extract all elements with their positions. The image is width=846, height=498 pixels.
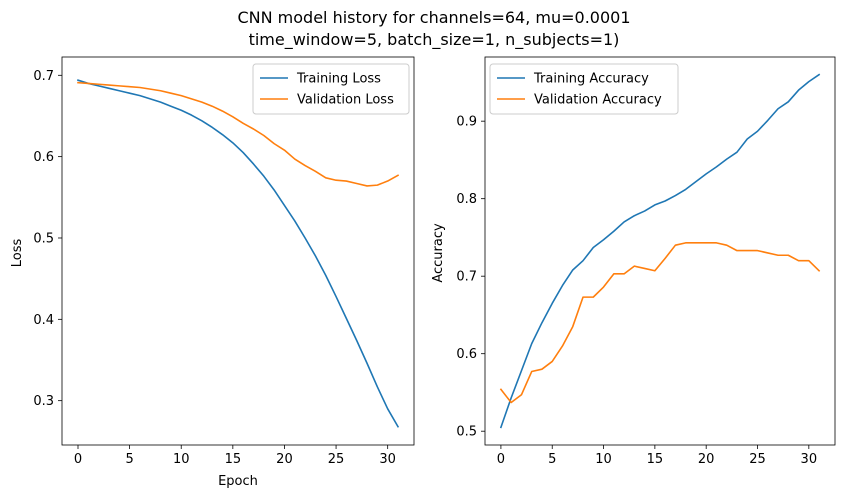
loss-x-tick-label: 15	[225, 452, 242, 467]
loss-x-tick-label: 30	[379, 452, 396, 467]
accuracy-x-tick-label: 15	[647, 452, 664, 467]
accuracy-y-tick-label: 0.7	[456, 270, 477, 285]
loss-y-tick-label: 0.5	[33, 231, 54, 246]
accuracy-axes-frame	[484, 56, 836, 446]
accuracy-x-tick-label: 0	[497, 452, 505, 467]
loss-y-tick-label: 0.6	[33, 150, 54, 165]
loss-x-tick-label: 10	[173, 452, 190, 467]
loss-legend: Training Loss Validation Loss	[252, 63, 410, 115]
training-accuracy-line	[499, 73, 821, 429]
loss-x-tick-label: 0	[74, 452, 82, 467]
accuracy-legend-box	[489, 63, 679, 115]
loss-y-tick-label: 0.3	[33, 394, 54, 409]
accuracy-x-tick-label: 5	[548, 452, 556, 467]
training-loss-legend-label: Training Loss	[296, 72, 381, 87]
loss-axes-frame	[61, 56, 415, 446]
accuracy-y-axis-label: Accuracy	[431, 223, 446, 283]
loss-x-tick-label: 5	[125, 452, 133, 467]
validation-accuracy-line	[499, 242, 821, 404]
loss-y-tick-label: 0.4	[33, 313, 54, 328]
loss-x-tick-label: 25	[328, 452, 345, 467]
figure-title-line-2: time_window=5, batch_size=1, n_subjects=…	[249, 30, 620, 50]
accuracy-y-tick-label: 0.9	[456, 115, 477, 130]
accuracy-chart-panel: Accuracy 0 5 10 15 20 25 30 0.5 0.6 0.7 0.8 0.9 Trai…	[431, 56, 836, 467]
loss-x-axis-label: Epoch	[218, 474, 258, 489]
validation-accuracy-legend-label: Validation Accuracy	[534, 93, 662, 108]
accuracy-x-tick-label: 30	[801, 452, 818, 467]
loss-legend-box	[252, 63, 410, 115]
accuracy-x-tick-label: 25	[749, 452, 766, 467]
accuracy-y-tick-label: 0.6	[456, 347, 477, 362]
training-loss-line	[76, 79, 400, 428]
loss-x-tick-label: 20	[276, 452, 293, 467]
training-accuracy-legend-label: Training Accuracy	[533, 72, 649, 87]
loss-y-tick-label: 0.7	[33, 69, 54, 84]
accuracy-x-tick-label: 20	[698, 452, 715, 467]
validation-loss-legend-label: Validation Loss	[297, 93, 394, 108]
accuracy-y-tick-label: 0.8	[456, 192, 477, 207]
figure-title-line-1: CNN model history for channels=64, mu=0.…	[237, 8, 630, 27]
accuracy-x-tick-label: 10	[595, 452, 612, 467]
loss-y-axis-label: Loss	[10, 239, 25, 268]
accuracy-y-tick-label: 0.5	[456, 425, 477, 440]
loss-chart-panel: Epoch Loss 0 5 10 15 20 25 30 0.3 0.4 0.5 0.6 0.7 Tr…	[10, 56, 415, 489]
accuracy-legend: Training Accuracy Validation Accuracy	[489, 63, 679, 115]
validation-loss-line	[77, 81, 400, 187]
